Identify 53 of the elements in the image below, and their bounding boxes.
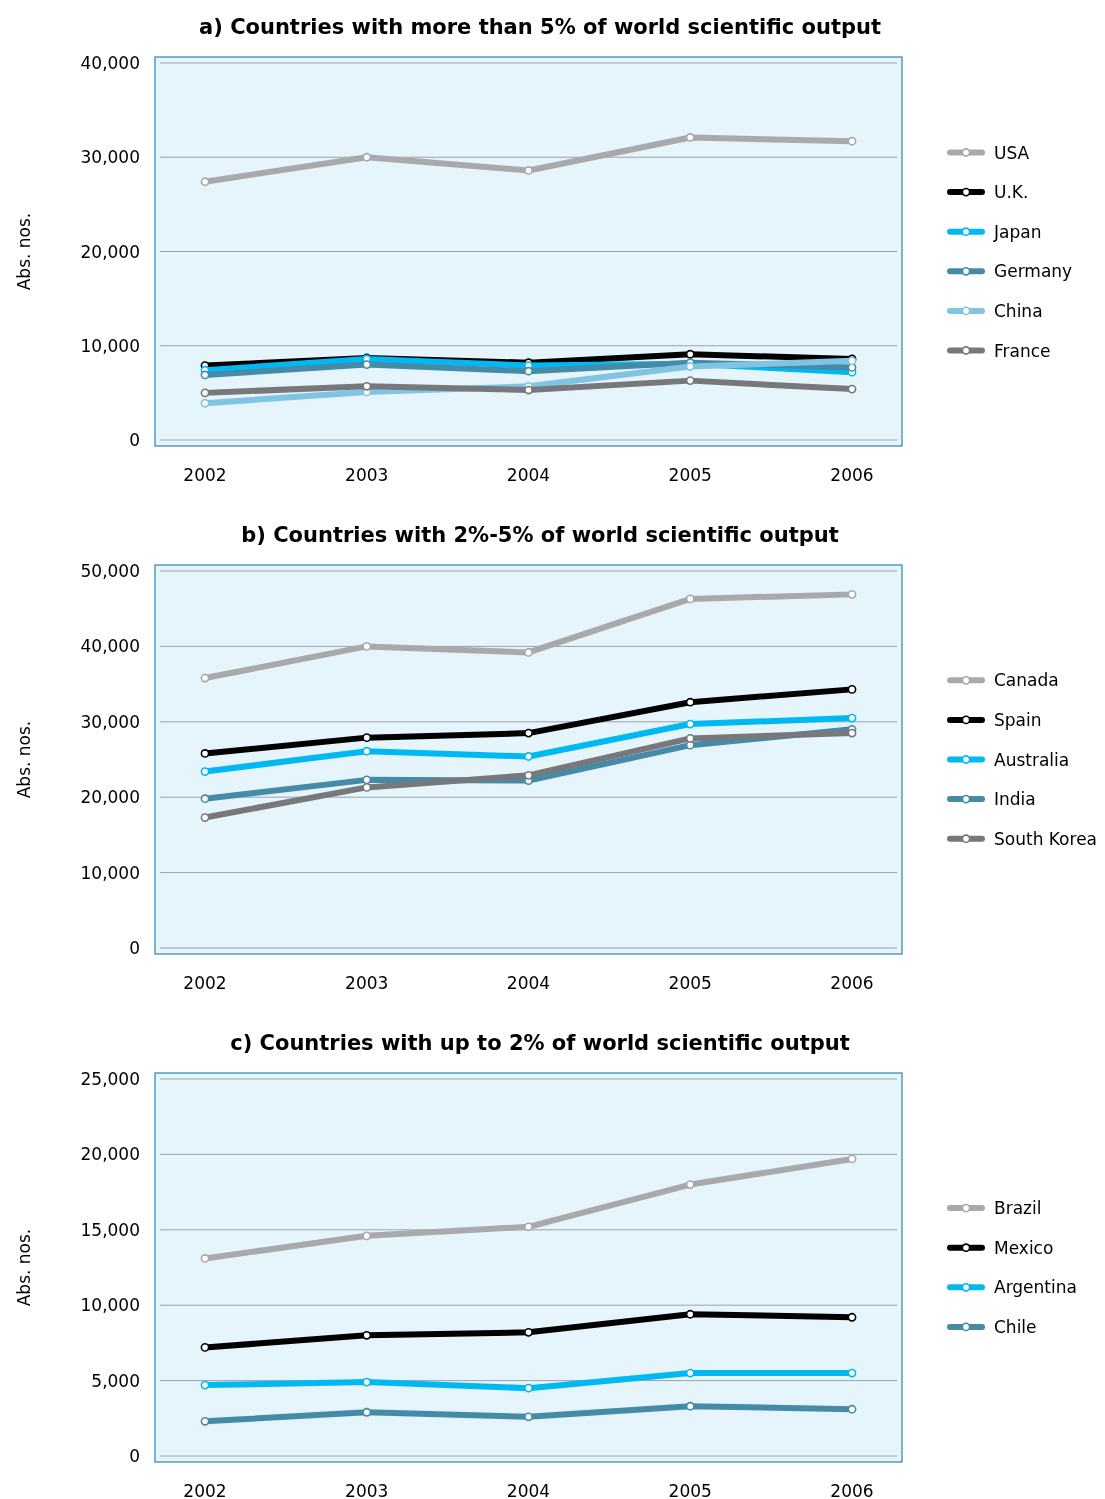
x-tick-label: 2005	[668, 465, 712, 485]
y-tick-label: 0	[129, 1446, 140, 1466]
legend-label: Japan	[993, 221, 1042, 242]
x-tick-label: 2006	[830, 973, 874, 993]
y-tick-label: 30,000	[80, 711, 140, 732]
legend-label: China	[994, 300, 1043, 321]
x-tick-label: 2003	[345, 465, 389, 485]
legend-label: Brazil	[994, 1198, 1042, 1219]
legend-label: Germany	[994, 261, 1073, 282]
legend-label: South Korea	[994, 828, 1098, 849]
y-tick-label: 20,000	[80, 241, 140, 262]
x-tick-label: 2002	[183, 1481, 227, 1499]
x-tick-label: 2005	[668, 1481, 712, 1499]
y-tick-label: 20,000	[80, 787, 140, 808]
y-tick-label: 15,000	[80, 1219, 140, 1240]
y-tick-label: 30,000	[80, 147, 140, 168]
y-tick-label: 0	[129, 430, 140, 450]
x-tick-label: 2003	[345, 1481, 389, 1499]
y-tick-label: 25,000	[80, 1069, 140, 1089]
legend-label: Chile	[994, 1316, 1037, 1337]
legend-label: India	[994, 789, 1036, 810]
y-tick-label: 5,000	[91, 1370, 140, 1391]
legend-label: Australia	[994, 749, 1070, 770]
x-tick-label: 2005	[668, 973, 712, 993]
legend-label: France	[994, 340, 1051, 361]
chart-title: a) Countries with more than 5% of world scientific output	[199, 15, 881, 39]
x-tick-label: 2004	[506, 465, 551, 485]
y-tick-label: 10,000	[80, 862, 140, 883]
y-tick-label: 50,000	[80, 561, 140, 581]
y-tick-label: 10,000	[80, 1295, 140, 1316]
x-tick-label: 2006	[830, 465, 874, 485]
legend-label: Spain	[994, 709, 1042, 730]
y-tick-label: 40,000	[80, 636, 140, 657]
legend-label: U.K.	[994, 182, 1029, 203]
chart-title: c) Countries with up to 2% of world scientific output	[230, 1031, 850, 1055]
x-tick-label: 2002	[183, 465, 227, 485]
y-tick-label: 10,000	[80, 335, 140, 356]
y-axis-title: Abs. nos.	[14, 720, 34, 799]
y-axis-title: Abs. nos.	[14, 1228, 34, 1307]
legend-label: Canada	[994, 670, 1059, 691]
y-tick-label: 40,000	[80, 53, 140, 73]
x-tick-label: 2003	[345, 973, 389, 993]
x-tick-label: 2004	[506, 1481, 551, 1499]
chart-title: b) Countries with 2%-5% of world scientific output	[241, 523, 839, 547]
y-tick-label: 0	[129, 938, 140, 958]
y-axis-title: Abs. nos.	[14, 212, 34, 291]
legend-label: Argentina	[994, 1277, 1077, 1298]
legend-label: Mexico	[994, 1237, 1054, 1258]
legend-label: USA	[994, 142, 1030, 163]
x-tick-label: 2006	[830, 1481, 874, 1499]
x-tick-label: 2004	[506, 973, 551, 993]
y-tick-label: 20,000	[80, 1144, 140, 1165]
x-tick-label: 2002	[183, 973, 227, 993]
